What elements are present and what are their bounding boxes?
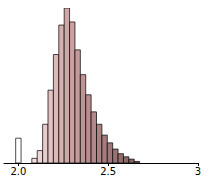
- svg-text:2.0: 2.0: [10, 166, 26, 176]
- svg-text:3: 3: [195, 166, 201, 176]
- svg-text:2.5: 2.5: [100, 166, 116, 176]
